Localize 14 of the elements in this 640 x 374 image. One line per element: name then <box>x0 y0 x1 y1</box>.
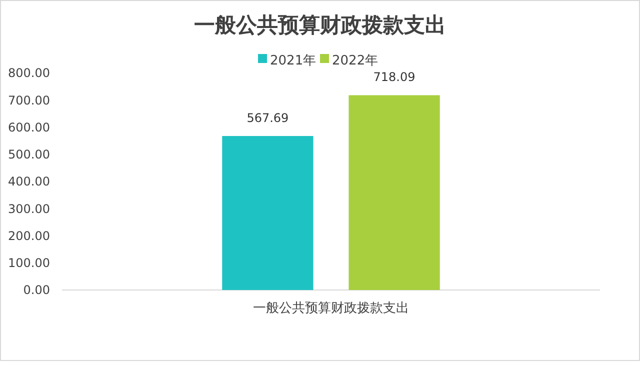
y-tick-label: 600.00 <box>8 120 50 134</box>
chart-title: 一般公共预算财政拨款支出 <box>194 12 446 37</box>
y-tick-label: 0.00 <box>23 283 50 298</box>
data-label: 718.09 <box>373 70 416 84</box>
y-tick-label: 800.00 <box>8 66 50 80</box>
y-tick-label: 700.00 <box>8 93 50 108</box>
legend-label: 2021年 <box>270 54 316 69</box>
legend-label: 2022年 <box>332 54 378 69</box>
y-tick-label: 200.00 <box>8 228 50 243</box>
y-tick-label: 400.00 <box>8 174 50 189</box>
data-label: 567.69 <box>246 111 289 126</box>
y-tick-label: 300.00 <box>8 202 50 216</box>
y-tick-label: 100.00 <box>8 256 50 270</box>
y-tick-label: 500.00 <box>8 148 50 162</box>
